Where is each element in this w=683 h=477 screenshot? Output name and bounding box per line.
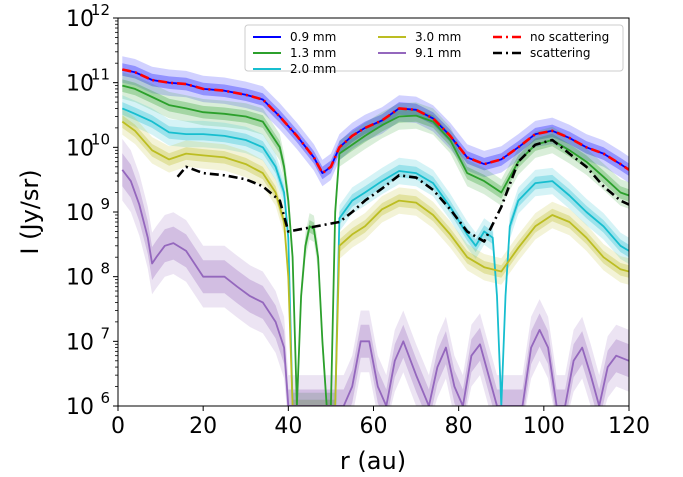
series-line xyxy=(121,120,629,406)
uncertainty-band xyxy=(122,138,629,406)
x-axis-ticks: 0 20 40 60 80 100 120 xyxy=(111,406,650,439)
x-axis-label: r (au) xyxy=(340,447,406,475)
series-line xyxy=(121,169,629,406)
y-tick-label: 10 xyxy=(66,395,94,420)
uncertainty-band xyxy=(122,56,629,187)
y-axis-label: I (Jy/sr) xyxy=(16,169,44,254)
y-tick-exponent: 6 xyxy=(100,389,110,407)
y-tick-exponent: 11 xyxy=(91,66,110,84)
uncertainty-band xyxy=(122,79,629,406)
y-tick-label: 10 xyxy=(66,72,94,97)
x-tick-label: 40 xyxy=(274,414,302,439)
y-tick-label: 10 xyxy=(66,201,94,226)
uncertainty-band xyxy=(122,95,629,406)
plot-background xyxy=(118,18,629,406)
legend-label: 0.9 mm xyxy=(290,30,336,44)
legend-label: 1.3 mm xyxy=(290,46,336,60)
y-tick-exponent: 12 xyxy=(91,1,110,19)
y-tick-label: 10 xyxy=(66,136,94,161)
x-tick-label: 60 xyxy=(360,414,388,439)
legend-label: no scattering xyxy=(530,30,609,44)
x-tick-label: 80 xyxy=(445,414,473,439)
x-tick-label: 0 xyxy=(111,414,125,439)
x-tick-label: 100 xyxy=(523,414,565,439)
y-tick-exponent: 9 xyxy=(100,195,110,213)
x-tick-label: 120 xyxy=(608,414,650,439)
uncertainty-band xyxy=(122,63,629,180)
y-tick-label: 10 xyxy=(66,7,94,32)
series-line xyxy=(122,68,629,175)
x-tick-label: 20 xyxy=(189,414,217,439)
legend-label: 3.0 mm xyxy=(415,30,461,44)
y-tick-label: 10 xyxy=(66,330,94,355)
legend: 0.9 mm 1.3 mm 2.0 mm 3.0 mm 9.1 mm no scatter… xyxy=(244,24,624,76)
legend-label: 2.0 mm xyxy=(290,62,336,76)
series-line xyxy=(121,107,629,406)
y-tick-label: 10 xyxy=(66,266,94,291)
legend-box xyxy=(244,24,624,72)
uncertainty-band xyxy=(122,153,629,406)
legend-label: 9.1 mm xyxy=(415,46,461,60)
legend-label: scattering xyxy=(530,46,591,60)
y-tick-exponent: 7 xyxy=(100,324,110,342)
series-lines xyxy=(121,68,629,406)
y-tick-exponent: 8 xyxy=(100,260,110,278)
y-tick-exponent: 10 xyxy=(91,130,110,148)
series-line xyxy=(176,138,629,243)
